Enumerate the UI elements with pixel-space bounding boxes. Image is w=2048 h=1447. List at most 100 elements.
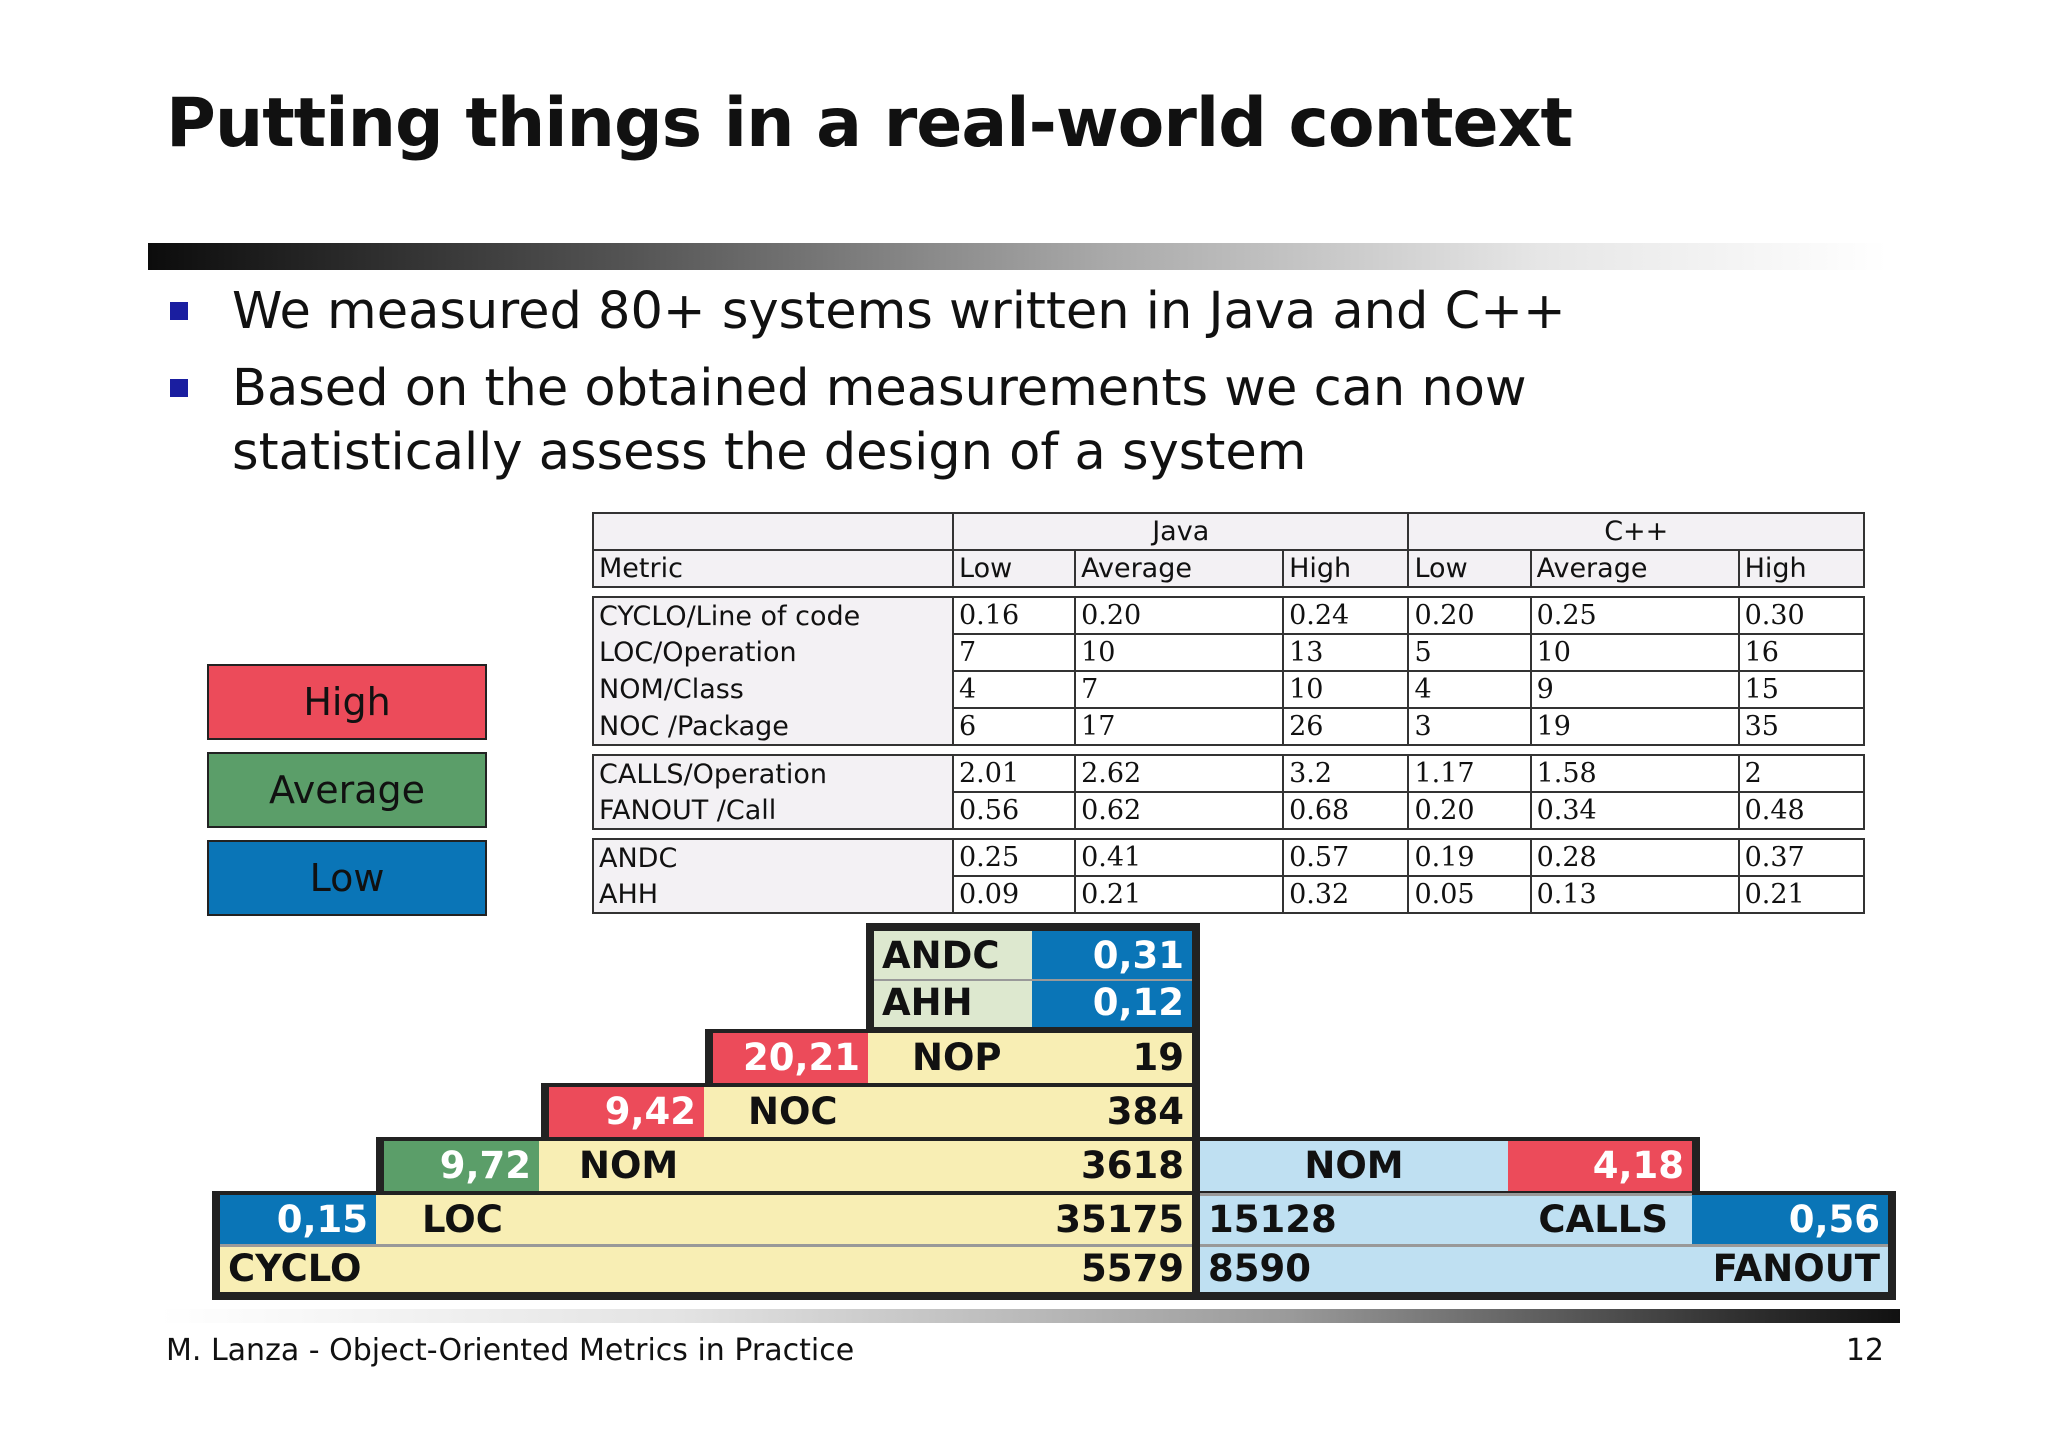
footer-author: M. Lanza - Object-Oriented Metrics in Pr… (166, 1333, 855, 1368)
fanout-label: FANOUT (1500, 1245, 1888, 1292)
table-cell: 0.37 (1737, 838, 1866, 877)
metric-name: FANOUT /Call (592, 792, 954, 830)
nom-label: NOM (539, 1141, 1028, 1191)
table-cell: 0.24 (1282, 596, 1410, 635)
table-cell: 2.01 (951, 754, 1077, 793)
nom-right-label: NOM (1200, 1141, 1508, 1191)
nop-label: NOP (868, 1033, 1028, 1083)
cpp-header: C++ (1407, 512, 1865, 551)
table-cell: 0.21 (1737, 875, 1866, 914)
ahh-label: AHH (874, 979, 1032, 1027)
separator (1200, 1244, 1888, 1247)
table-row: FANOUT /Call 0.56 0.62 0.68 0.20 0.34 0.… (592, 791, 1866, 830)
table-cell: 5 (1407, 633, 1532, 672)
bullet-2: Based on the obtained measurements we ca… (232, 359, 1527, 482)
metric-name: ANDC (592, 838, 954, 876)
calls-ratio: 0,56 (1692, 1195, 1888, 1245)
table-cell: 0.20 (1407, 791, 1532, 830)
bullet-marker (170, 302, 188, 320)
calls-value: 15128 (1200, 1195, 1380, 1245)
metric-name: NOC /Package (592, 708, 954, 746)
col-header-cpp-average: Average (1529, 549, 1740, 588)
cyclo-label: CYCLO (220, 1245, 1028, 1292)
table-cell: 0.25 (1529, 596, 1740, 635)
loc-value: 35175 (1028, 1195, 1192, 1245)
slide-title: Putting things in a real-world context (166, 84, 1573, 163)
table-cell: 0.05 (1407, 875, 1532, 914)
nop-value: 19 (1028, 1033, 1192, 1083)
table-cell: 6 (951, 707, 1077, 746)
table-cell: 0.19 (1407, 838, 1532, 877)
table-cell: 0.28 (1529, 838, 1740, 877)
table-cell: 7 (951, 633, 1077, 672)
bullet-marker (170, 379, 188, 397)
separator (220, 1244, 1192, 1247)
table-cell: 0.21 (1074, 875, 1285, 914)
page-number: 12 (1845, 1333, 1884, 1368)
table-cell: 0.20 (1407, 596, 1532, 635)
noc-label: NOC (704, 1087, 1028, 1137)
col-header-java-average: Average (1074, 549, 1285, 588)
bullet-1: We measured 80+ systems written in Java … (232, 282, 1566, 341)
table-cell: 10 (1529, 633, 1740, 672)
table-cell: 9 (1529, 670, 1740, 709)
table-cell: 35 (1737, 707, 1866, 746)
calls-label: CALLS (1380, 1195, 1692, 1245)
metric-name: AHH (592, 876, 954, 914)
table-cell: 15 (1737, 670, 1866, 709)
java-header: Java (951, 512, 1410, 551)
table-row: LOC/Operation 7 10 13 5 10 16 (592, 633, 1866, 672)
metric-name: LOC/Operation (592, 634, 954, 671)
table-cell: 26 (1282, 707, 1410, 746)
table-cell: 0.20 (1074, 596, 1285, 635)
col-header-metric: Metric (592, 549, 954, 588)
legend-high: High (207, 664, 487, 740)
table-cell: 2 (1737, 754, 1866, 793)
nom-ratio: 9,72 (384, 1141, 539, 1191)
table-row: NOM/Class 4 7 10 4 9 15 (592, 670, 1866, 709)
col-header-java-high: High (1282, 549, 1410, 588)
table-cell: 0.56 (951, 791, 1077, 830)
table-cell: 0.13 (1529, 875, 1740, 914)
table-cell: 0.48 (1737, 791, 1866, 830)
table-cell: 3.2 (1282, 754, 1410, 793)
table-cell: 0.57 (1282, 838, 1410, 877)
noc-ratio: 9,42 (549, 1087, 704, 1137)
table-cell: 16 (1737, 633, 1866, 672)
fanout-value: 8590 (1200, 1245, 1500, 1292)
table-row: NOC /Package 6 17 26 3 19 35 (592, 707, 1866, 746)
metric-name: CYCLO/Line of code (592, 596, 954, 634)
noc-value: 384 (1028, 1087, 1192, 1137)
table-cell: 0.30 (1737, 596, 1866, 635)
table-cell: 10 (1282, 670, 1410, 709)
table-cell: 13 (1282, 633, 1410, 672)
col-header-cpp-low: Low (1407, 549, 1532, 588)
ahh-value: 0,12 (1032, 979, 1192, 1027)
table-row: ANDC 0.25 0.41 0.57 0.19 0.28 0.37 (592, 838, 1866, 877)
table-cell: 19 (1529, 707, 1740, 746)
footer-gradient-bar (160, 1309, 1900, 1323)
table-cell: 4 (1407, 670, 1532, 709)
table-cell: 0.25 (951, 838, 1077, 877)
table-cell: 17 (1074, 707, 1285, 746)
table-cell: 0.09 (951, 875, 1077, 914)
table-cell: 0.32 (1282, 875, 1410, 914)
table-cell: 0.16 (951, 596, 1077, 635)
table-cell: 0.62 (1074, 791, 1285, 830)
andc-value: 0,31 (1032, 931, 1192, 981)
thresholds-table: Java C++ Metric Low Average High Low Ave… (592, 512, 1866, 914)
nop-ratio: 20,21 (713, 1033, 868, 1083)
col-header-cpp-high: High (1737, 549, 1866, 588)
table-column-header-row: Metric Low Average High Low Average High (592, 549, 1866, 588)
table-cell: 1.58 (1529, 754, 1740, 793)
table-row: AHH 0.09 0.21 0.32 0.05 0.13 0.21 (592, 875, 1866, 914)
table-cell: 10 (1074, 633, 1285, 672)
andc-label: ANDC (874, 931, 1032, 981)
table-cell: 4 (951, 670, 1077, 709)
table-group-header-row: Java C++ (592, 512, 1865, 551)
cyclo-value: 5579 (1028, 1245, 1192, 1292)
legend-low: Low (207, 840, 487, 916)
table-row: CYCLO/Line of code 0.16 0.20 0.24 0.20 0… (592, 596, 1866, 635)
table-cell: 0.41 (1074, 838, 1285, 877)
metric-name: CALLS/Operation (592, 754, 954, 792)
